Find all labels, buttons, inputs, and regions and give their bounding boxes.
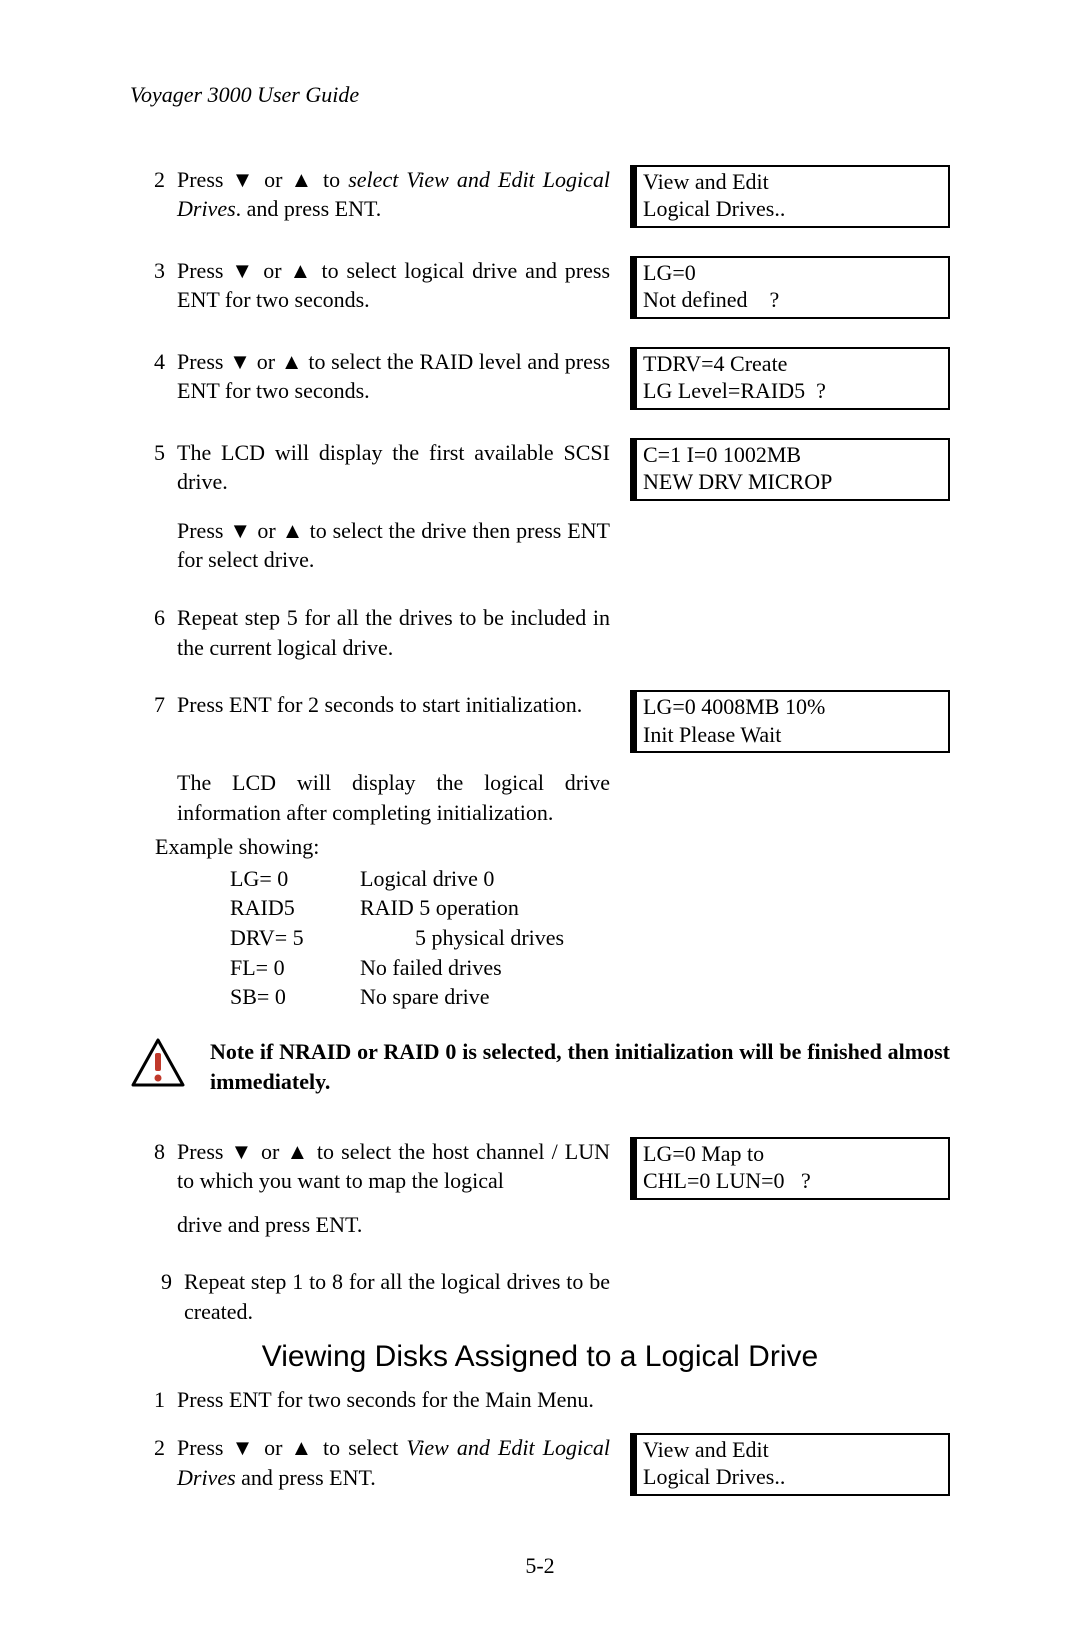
table-row: LG= 0Logical drive 0	[230, 864, 564, 894]
def-value: Logical drive 0	[360, 864, 564, 894]
step-text: Press ▼ or ▲ to select the RAID level an…	[177, 347, 630, 406]
lcd-display: View and Edit Logical Drives..	[630, 1433, 950, 1496]
lcd-display: LG=0 Not defined ?	[630, 256, 950, 319]
step-number: 3	[130, 256, 177, 286]
lcd-col: View and Edit Logical Drives..	[630, 1433, 950, 1496]
step-text: Press ENT for 2 seconds to start initial…	[177, 690, 630, 720]
step-number: 9	[130, 1267, 184, 1297]
warning-icon	[130, 1037, 190, 1097]
step-continuation: drive and press ENT.	[177, 1210, 950, 1240]
up-triangle-icon: ▲	[282, 518, 304, 543]
step-text: Press ▼ or ▲ to select the host channel …	[177, 1137, 630, 1196]
step-row: 4 Press ▼ or ▲ to select the RAID level …	[130, 347, 950, 410]
page-number: 5-2	[130, 1551, 950, 1581]
up-triangle-icon: ▲	[290, 258, 314, 283]
step-number: 2	[130, 165, 177, 195]
step-text: Press ▼ or ▲ to select logical drive and…	[177, 256, 630, 315]
step-number: 7	[130, 690, 177, 720]
step-row: 9 Repeat step 1 to 8 for all the logical…	[130, 1267, 950, 1326]
up-triangle-icon: ▲	[281, 349, 303, 374]
down-triangle-icon: ▼	[232, 167, 256, 192]
step-row: 7 Press ENT for 2 seconds to start initi…	[130, 690, 950, 753]
def-key: RAID5	[230, 893, 360, 923]
step-number: 1	[130, 1385, 177, 1415]
step-row: 2 Press ▼ or ▲ to select View and Edit L…	[130, 165, 950, 228]
table-row: RAID5RAID 5 operation	[230, 893, 564, 923]
table-row: DRV= 55 physical drives	[230, 923, 564, 953]
section-heading: Viewing Disks Assigned to a Logical Driv…	[130, 1337, 950, 1378]
note: Note if NRAID or RAID 0 is selected, the…	[130, 1037, 950, 1097]
def-value: 5 physical drives	[360, 923, 564, 953]
lcd-col: LG=0 Not defined ?	[630, 256, 950, 319]
down-triangle-icon: ▼	[229, 349, 251, 374]
lcd-col: View and Edit Logical Drives..	[630, 165, 950, 228]
step-text: Repeat step 1 to 8 for all the logical d…	[184, 1267, 630, 1326]
step-row: 6 Repeat step 5 for all the drives to be…	[130, 603, 950, 662]
def-value: No failed drives	[360, 953, 564, 983]
step-number: 5	[130, 438, 177, 468]
step-row: 5 The LCD will display the first availab…	[130, 438, 950, 501]
step-row: 2 Press ▼ or ▲ to select View and Edit L…	[130, 1433, 950, 1496]
table-row: FL= 0No failed drives	[230, 953, 564, 983]
step-number: 4	[130, 347, 177, 377]
step-text: The LCD will display the first available…	[177, 438, 630, 497]
def-key: DRV= 5	[230, 923, 360, 953]
lcd-display: LG=0 4008MB 10% Init Please Wait	[630, 690, 950, 753]
step-text: Press ▼ or ▲ to select View and Edit Log…	[177, 165, 630, 224]
note-text: Note if NRAID or RAID 0 is selected, the…	[210, 1037, 950, 1096]
step-row: 1 Press ENT for two seconds for the Main…	[130, 1385, 950, 1415]
lcd-display: LG=0 Map to CHL=0 LUN=0 ?	[630, 1137, 950, 1200]
down-triangle-icon: ▼	[229, 518, 251, 543]
def-key: FL= 0	[230, 953, 360, 983]
page: Voyager 3000 User Guide 2 Press ▼ or ▲ t…	[0, 0, 1080, 1641]
example-label: Example showing:	[155, 832, 950, 862]
lcd-display: C=1 I=0 1002MB NEW DRV MICROP	[630, 438, 950, 501]
up-triangle-icon: ▲	[286, 1139, 309, 1164]
running-title: Voyager 3000 User Guide	[130, 80, 950, 110]
up-triangle-icon: ▲	[291, 1435, 315, 1460]
step-text: Repeat step 5 for all the drives to be i…	[177, 603, 630, 662]
up-triangle-icon: ▲	[291, 167, 315, 192]
def-value: RAID 5 operation	[360, 893, 564, 923]
step-number: 2	[130, 1433, 177, 1463]
step-continuation: Press ▼ or ▲ to select the drive then pr…	[177, 516, 950, 575]
step-text: Press ▼ or ▲ to select View and Edit Log…	[177, 1433, 630, 1492]
lcd-col: TDRV=4 Create LG Level=RAID5 ?	[630, 347, 950, 410]
lcd-col: LG=0 Map to CHL=0 LUN=0 ?	[630, 1137, 950, 1200]
down-triangle-icon: ▼	[231, 258, 255, 283]
lcd-col: C=1 I=0 1002MB NEW DRV MICROP	[630, 438, 950, 501]
lcd-display: View and Edit Logical Drives..	[630, 165, 950, 228]
step-number: 8	[130, 1137, 177, 1167]
down-triangle-icon: ▼	[232, 1435, 256, 1460]
step-text: Press ENT for two seconds for the Main M…	[177, 1385, 630, 1415]
step-row: 8 Press ▼ or ▲ to select the host channe…	[130, 1137, 950, 1200]
def-key: LG= 0	[230, 864, 360, 894]
lcd-display: TDRV=4 Create LG Level=RAID5 ?	[630, 347, 950, 410]
table-row: SB= 0No spare drive	[230, 982, 564, 1012]
step-number: 6	[130, 603, 177, 633]
down-triangle-icon: ▼	[231, 1139, 254, 1164]
step-row: 3 Press ▼ or ▲ to select logical drive a…	[130, 256, 950, 319]
def-value: No spare drive	[360, 982, 564, 1012]
step-continuation: The LCD will display the logical drive i…	[177, 768, 950, 827]
def-key: SB= 0	[230, 982, 360, 1012]
definitions-table: LG= 0Logical drive 0RAID5RAID 5 operatio…	[230, 864, 564, 1012]
lcd-col: LG=0 4008MB 10% Init Please Wait	[630, 690, 950, 753]
